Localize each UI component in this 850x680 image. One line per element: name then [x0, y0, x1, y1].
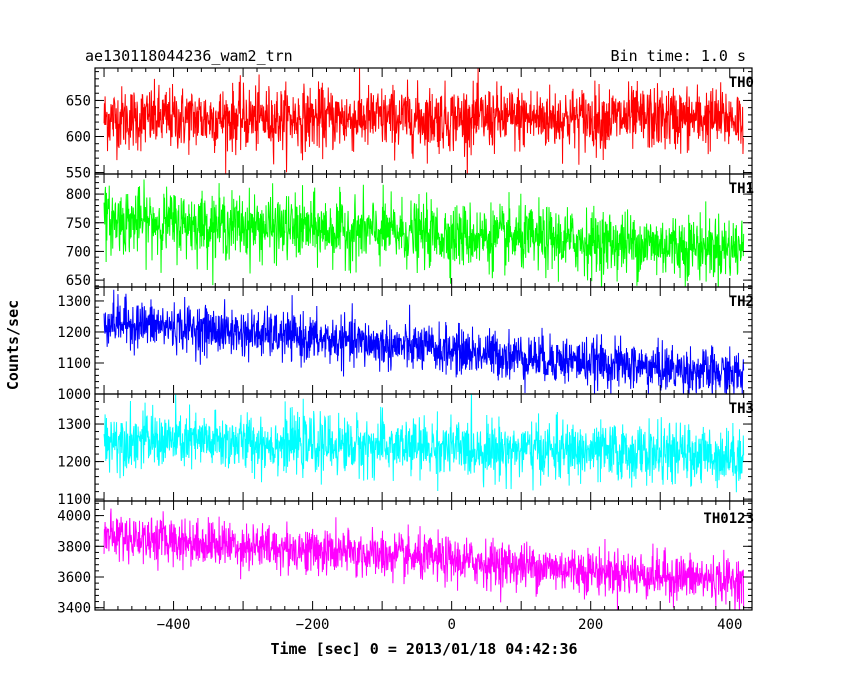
- y-tick-label: 650: [66, 93, 91, 109]
- chart-title: ae130118044236_wam2_trn: [85, 47, 293, 65]
- y-tick-label: 3600: [57, 570, 91, 586]
- y-tick-label: 800: [66, 187, 91, 203]
- y-tick-label: 750: [66, 216, 91, 232]
- y-tick-label: 1200: [57, 325, 91, 341]
- series-line-th1: [103, 179, 745, 287]
- y-tick-label: 4000: [57, 509, 91, 525]
- y-tick-label: 1100: [57, 492, 91, 508]
- x-tick-label: 400: [717, 617, 742, 633]
- y-tick-label: 3800: [57, 539, 91, 555]
- x-axis-title: Time [sec] 0 = 2013/01/18 04:42:36: [270, 640, 577, 658]
- y-tick-label: 650: [66, 273, 91, 289]
- x-tick-label: 200: [578, 617, 603, 633]
- y-tick-label: 1200: [57, 455, 91, 471]
- y-tick-label: 1300: [57, 294, 91, 310]
- x-tick-label: −400: [157, 617, 191, 633]
- panel-label-th1: TH1: [729, 181, 754, 197]
- y-tick-label: 3400: [57, 601, 91, 617]
- y-tick-label: 550: [66, 166, 91, 182]
- panel-label-th0: TH0: [729, 75, 754, 91]
- bin-time-label: Bin time: 1.0 s: [611, 47, 746, 65]
- panel-label-th0123: TH0123: [703, 511, 754, 527]
- panels-group: 550 600 650 TH0 650 700 750 800 TH1 1000 1100 1200 1…: [57, 67, 754, 633]
- y-tick-label: 600: [66, 130, 91, 146]
- series-line-th0: [103, 68, 745, 174]
- series-line-th3: [103, 394, 745, 493]
- y-axis-title: Counts/sec: [4, 300, 22, 390]
- y-tick-label: 700: [66, 244, 91, 260]
- y-tick-label: 1000: [57, 387, 91, 403]
- series-line-th2: [103, 289, 745, 394]
- y-tick-label: 1300: [57, 417, 91, 433]
- panel-label-th3: TH3: [729, 401, 754, 417]
- panel-label-th2: TH2: [729, 294, 754, 310]
- series-line-th0123: [103, 508, 745, 610]
- x-tick-label: −200: [296, 617, 330, 633]
- y-tick-label: 1100: [57, 356, 91, 372]
- panel-frame-th2: [94, 286, 753, 395]
- x-tick-label: 0: [447, 617, 455, 633]
